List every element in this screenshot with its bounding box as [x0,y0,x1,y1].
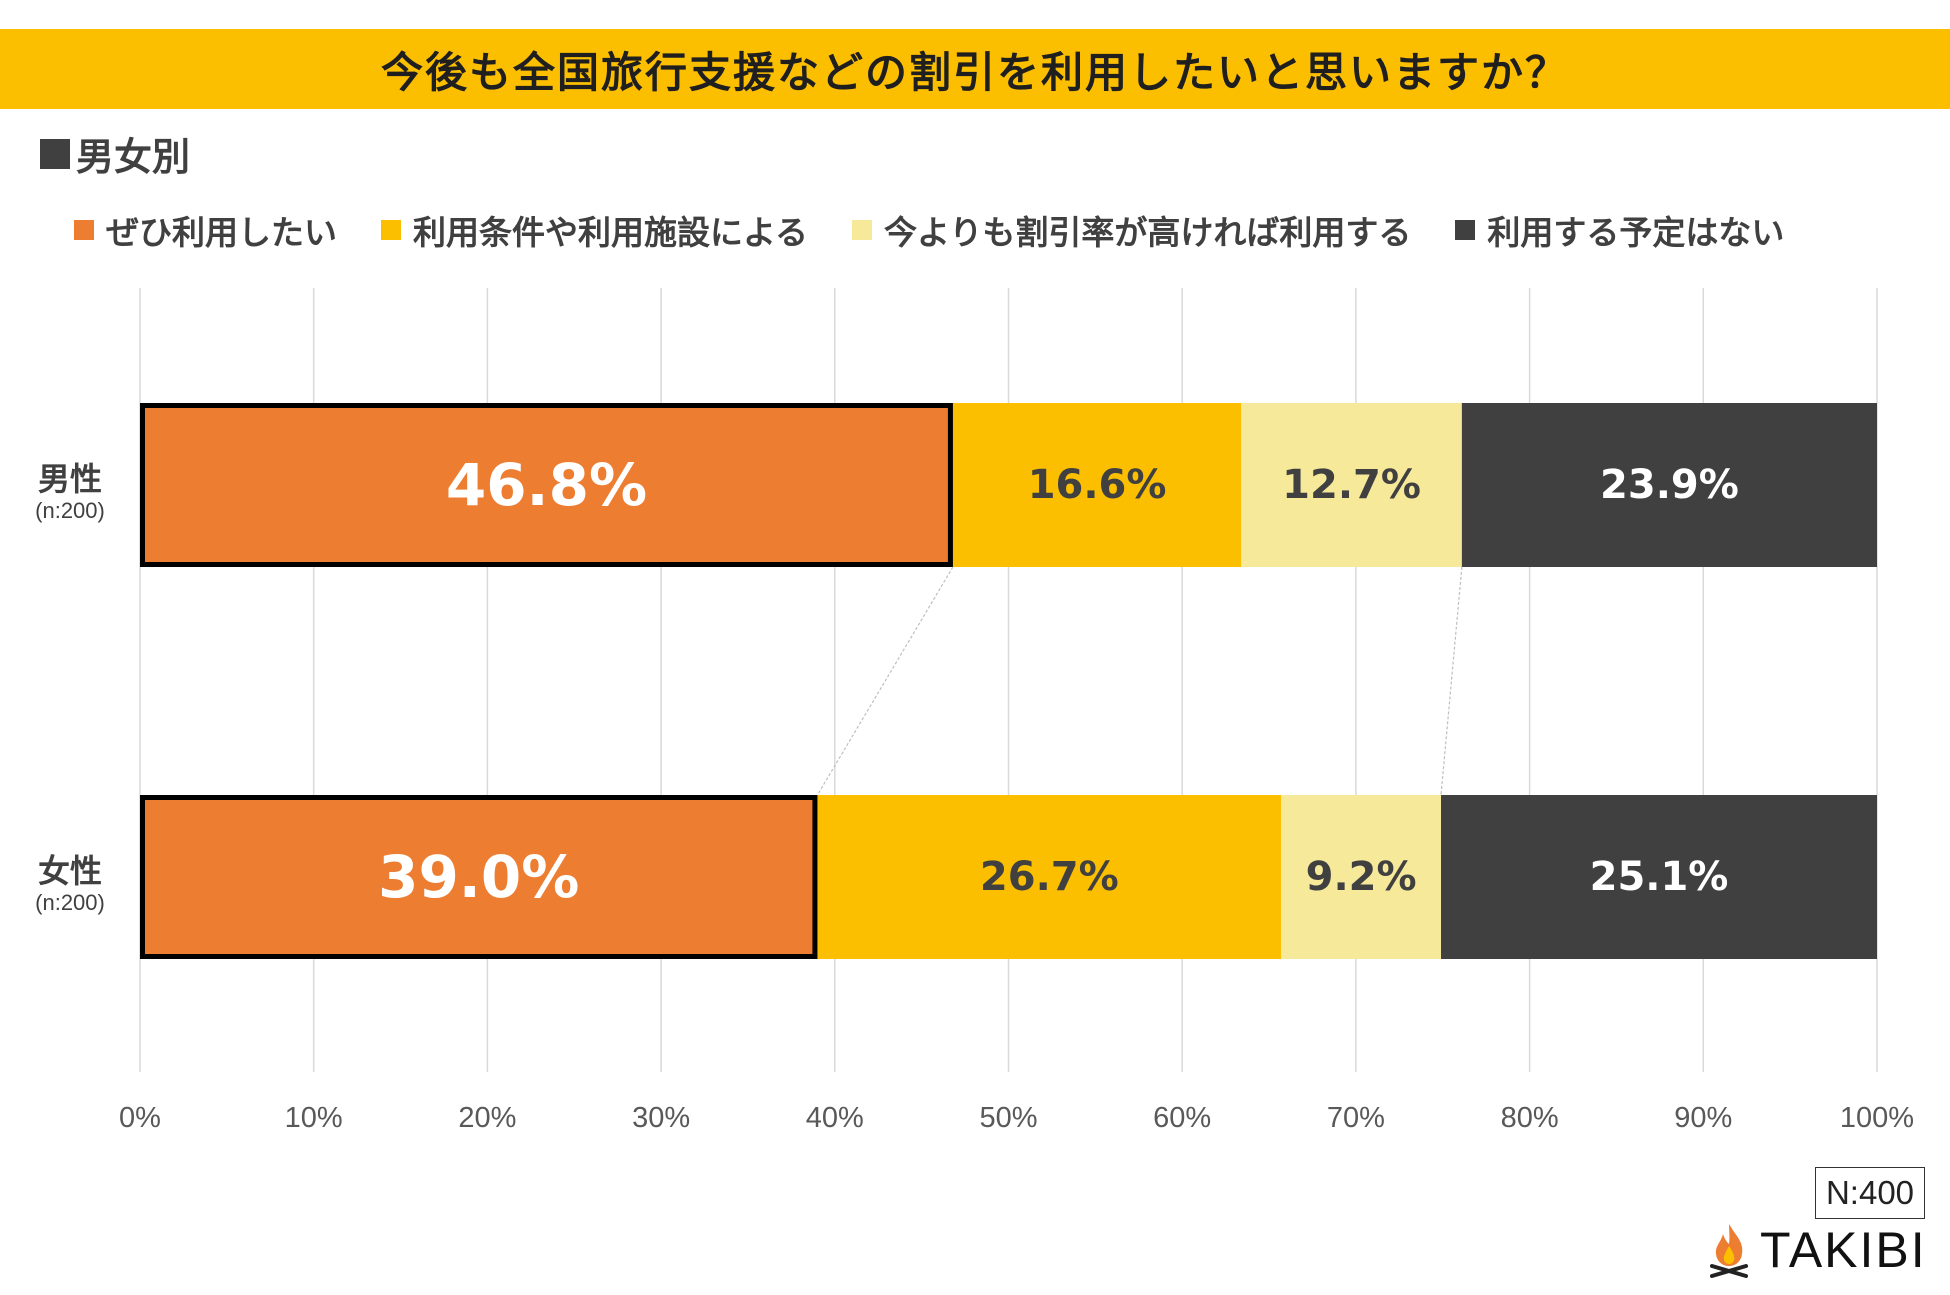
data-label-0-1: 16.6% [1028,462,1167,508]
bar-1-2 [1281,795,1442,959]
bar-0-1 [952,403,1242,567]
x-tick-label-9: 90% [1674,1102,1732,1134]
data-label-1-0: 39.0% [378,843,579,911]
data-label-0-2: 12.7% [1282,462,1421,508]
category-n-female: (n:200) [35,890,105,915]
legend-label-0: ぜひ利用したい [106,213,337,252]
brand-name: TAKIBI [1760,1222,1927,1278]
series-line-1 [1440,566,1463,796]
subtitle-square-icon [40,138,70,169]
legend: ぜひ利用したい 利用条件や利用施設による 今よりも割引率が高ければ利用する 利用… [74,206,1828,254]
sample-size-box: N:400 [1815,1167,1925,1219]
category-name-female: 女性 [37,852,102,890]
x-tick-label-1: 10% [285,1102,343,1134]
legend-item-3: 利用する予定はない [1455,206,1784,254]
legend-swatch-2 [852,220,873,240]
category-label-female: 女性 (n:200) [0,852,140,916]
data-label-0-0: 46.8% [446,451,647,519]
x-tick-label-0: 0% [119,1102,161,1134]
legend-swatch-0 [74,220,94,240]
chart-title: 今後も全国旅行支援などの割引を利用したいと思いますか？ [380,47,1569,97]
category-label-male: 男性 (n:200) [0,460,140,524]
x-tick-label-6: 60% [1153,1102,1211,1134]
chart-subtitle: 男女別 [40,126,190,181]
bar-1-1 [817,795,1282,959]
series-line-0 [816,566,954,796]
legend-item-0: ぜひ利用したい [74,206,337,254]
data-label-0-3: 23.9% [1600,462,1739,508]
x-tick-label-7: 70% [1327,1102,1385,1134]
bar-1-3 [1441,795,1877,959]
campfire-icon [1710,1224,1748,1278]
legend-swatch-1 [381,220,401,240]
bar-0-0 [140,403,953,567]
x-tick-label-10: 100% [1840,1102,1914,1134]
x-tick-label-3: 30% [632,1102,690,1134]
x-tick-label-5: 50% [979,1102,1037,1134]
legend-item-1: 利用条件や利用施設による [381,206,808,254]
legend-swatch-3 [1455,220,1476,240]
legend-label-2: 今よりも割引率が高ければ利用する [884,213,1412,252]
bar-1-0 [140,795,818,959]
x-tick-label-4: 40% [806,1102,864,1134]
data-label-1-2: 9.2% [1306,854,1417,900]
bar-0-2 [1241,403,1462,567]
highlight-outline-0 [140,403,953,567]
data-label-1-1: 26.7% [980,854,1119,900]
bar-0-3 [1461,403,1877,567]
brand-logo: TAKIBI [1706,1220,1927,1280]
legend-label-1: 利用条件や利用施設による [413,213,809,252]
title-band: 今後も全国旅行支援などの割引を利用したいと思いますか？ [0,29,1950,109]
legend-item-2: 今よりも割引率が高ければ利用する [852,206,1411,254]
category-name-male: 男性 [37,460,102,498]
x-tick-label-8: 80% [1501,1102,1559,1134]
highlight-outline-1 [140,795,818,959]
x-tick-label-2: 20% [458,1102,516,1134]
category-n-male: (n:200) [35,498,105,523]
legend-label-3: 利用する予定はない [1487,213,1785,252]
subtitle-text: 男女別 [76,135,191,179]
data-label-1-3: 25.1% [1590,854,1729,900]
